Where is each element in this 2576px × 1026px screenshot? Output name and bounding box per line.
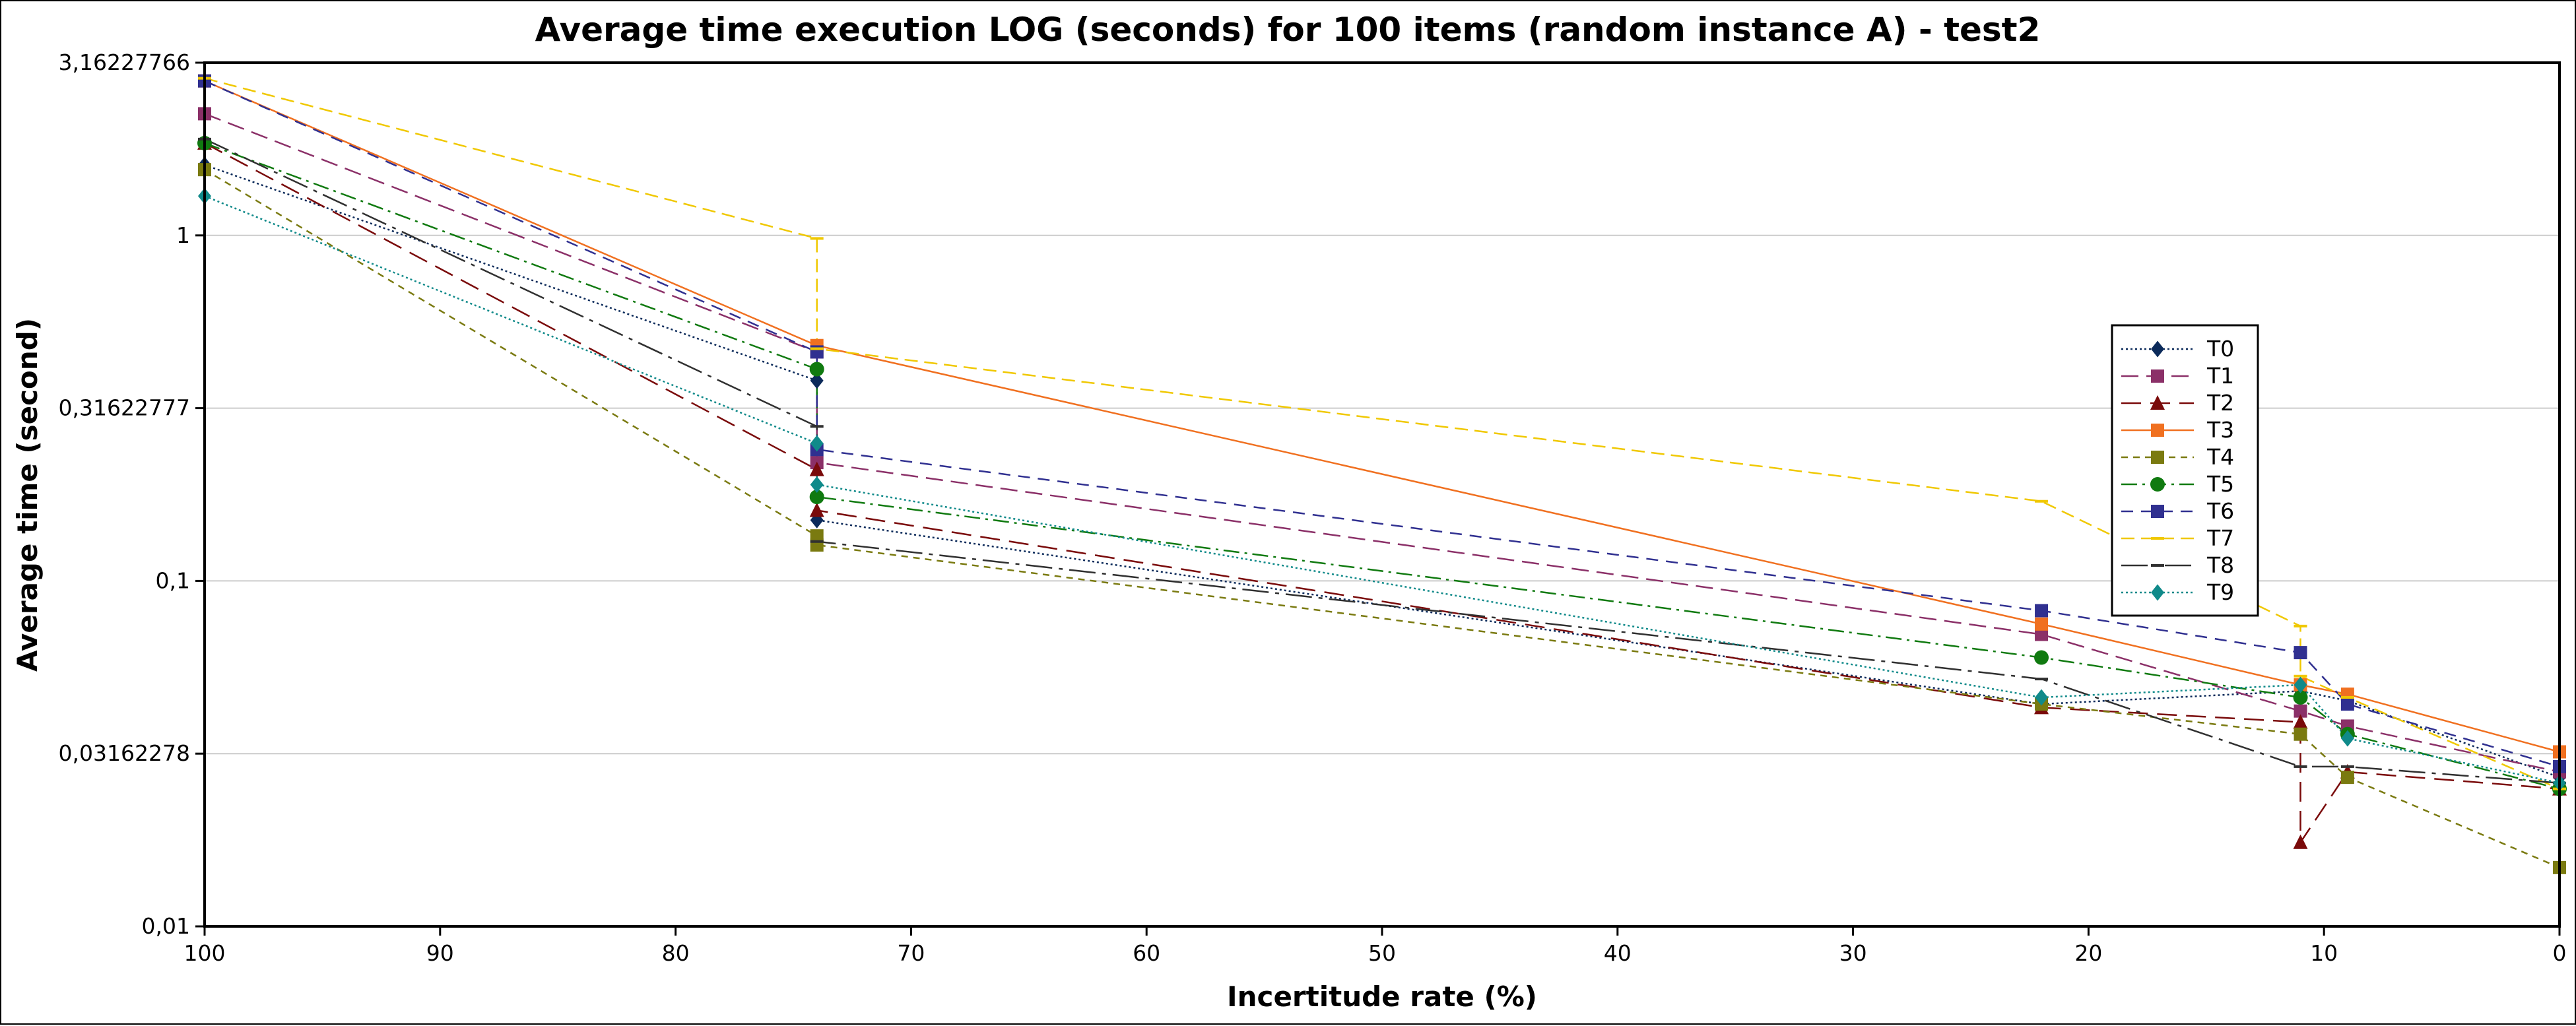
- data-point: [2035, 499, 2049, 503]
- legend-label-t7: T7: [2206, 525, 2234, 551]
- series-markers: [197, 74, 2567, 874]
- data-point: [2340, 765, 2354, 768]
- data-point: [2035, 604, 2049, 618]
- data-point: [2340, 771, 2354, 785]
- data-point: [810, 347, 824, 350]
- x-tick-label: 20: [2074, 940, 2102, 966]
- legend-label-t4: T4: [2206, 444, 2234, 470]
- data-point: [2294, 674, 2307, 678]
- data-point: [2151, 564, 2164, 567]
- y-tick-label: 3,16227766: [59, 49, 190, 75]
- y-tick-label: 0,01: [142, 913, 190, 939]
- data-point: [809, 490, 824, 505]
- data-point: [2293, 714, 2308, 729]
- data-point: [2294, 765, 2307, 768]
- legend-label-t8: T8: [2206, 552, 2234, 578]
- data-point: [2151, 537, 2164, 540]
- x-tick-label: 30: [1839, 940, 1867, 966]
- data-point: [809, 461, 824, 476]
- y-tick-label: 0,03162278: [59, 740, 190, 766]
- data-point: [2151, 505, 2164, 518]
- y-tick-label: 0,1: [156, 567, 190, 593]
- x-axis-ticks: 100 90 80 70 60 50 40 30 20 10 0: [184, 926, 2567, 966]
- data-point: [810, 540, 824, 543]
- x-tick-label: 40: [1604, 940, 1632, 966]
- legend-label-t6: T6: [2206, 498, 2234, 524]
- x-axis-label: Incertitude rate (%): [1227, 980, 1537, 1013]
- data-point: [2035, 617, 2049, 631]
- data-point: [2293, 689, 2308, 705]
- data-point: [809, 362, 824, 377]
- data-point: [2150, 395, 2165, 410]
- data-point: [2034, 650, 2049, 665]
- series-line-t3: [204, 80, 2560, 753]
- data-point: [2151, 369, 2164, 383]
- data-point: [2151, 424, 2164, 437]
- data-point: [2294, 704, 2307, 718]
- legend-label-t1: T1: [2206, 363, 2234, 389]
- x-tick-label: 90: [426, 940, 454, 966]
- data-point: [2150, 477, 2165, 492]
- y-axis-label: Average time (second): [11, 318, 44, 672]
- legend-box: [2111, 324, 2259, 617]
- data-point: [2293, 834, 2308, 849]
- data-point: [2340, 730, 2354, 747]
- legend-label-t9: T9: [2206, 579, 2234, 605]
- x-tick-label: 50: [1368, 940, 1396, 966]
- data-point: [810, 425, 824, 428]
- y-tick-label: 1: [176, 222, 190, 248]
- data-point: [810, 435, 824, 452]
- data-point: [2151, 584, 2164, 601]
- x-tick-label: 70: [897, 940, 925, 966]
- x-tick-label: 60: [1133, 940, 1160, 966]
- data-point: [2151, 340, 2164, 358]
- data-point: [2035, 689, 2049, 706]
- data-point: [2294, 727, 2307, 741]
- x-tick-label: 100: [184, 940, 226, 966]
- y-tick-label: 0,31622777: [59, 395, 190, 421]
- data-point: [810, 345, 824, 359]
- data-point: [810, 372, 824, 389]
- data-point: [2035, 627, 2049, 641]
- data-point: [810, 476, 824, 493]
- data-point: [2340, 695, 2354, 699]
- legend-label-t2: T2: [2206, 390, 2234, 416]
- data-point: [810, 237, 824, 240]
- data-point: [2294, 624, 2307, 627]
- x-tick-label: 0: [2553, 940, 2567, 966]
- data-point: [2294, 676, 2307, 693]
- data-point: [2151, 451, 2164, 464]
- y-axis-ticks: 0,01 0,03162278 0,1 0,31622777 1 3,16227766: [59, 49, 205, 939]
- x-tick-label: 10: [2310, 940, 2338, 966]
- legend-label-t3: T3: [2206, 417, 2234, 443]
- data-point: [2294, 646, 2307, 660]
- legend-label-t5: T5: [2206, 471, 2234, 497]
- plot-area-border: [203, 61, 2561, 928]
- x-tick-label: 80: [662, 940, 690, 966]
- data-point: [2340, 697, 2354, 711]
- legend-label-t0: T0: [2206, 336, 2234, 362]
- data-point: [809, 502, 824, 517]
- data-point: [2035, 678, 2049, 681]
- chart-title: Average time execution LOG (seconds) for…: [535, 11, 2041, 49]
